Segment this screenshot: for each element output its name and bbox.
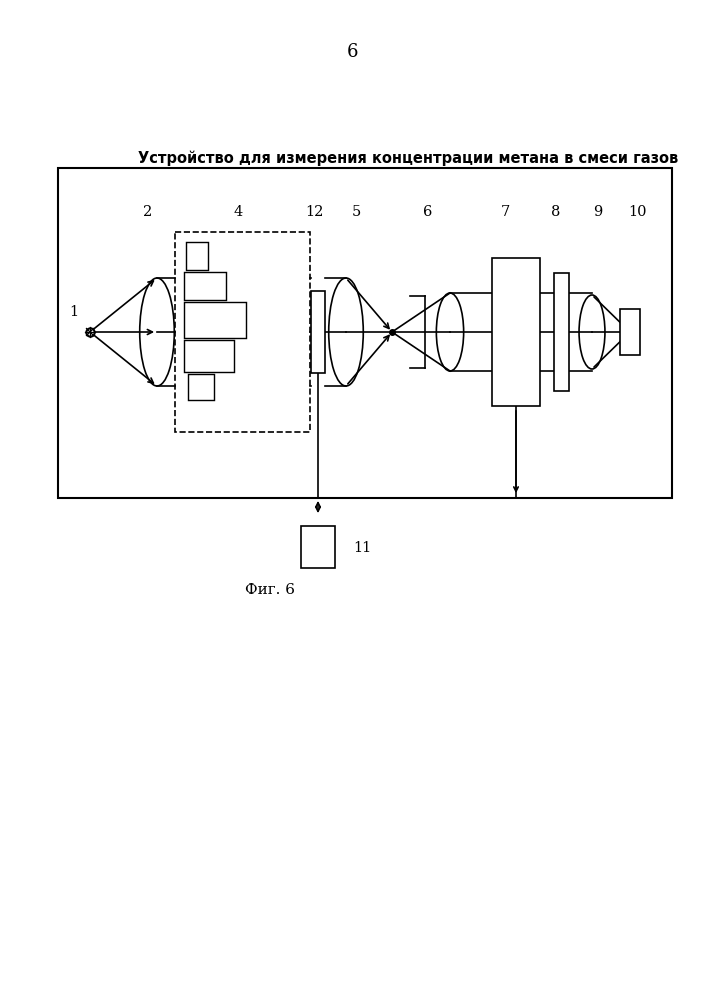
- Text: 10: 10: [629, 205, 647, 219]
- Bar: [554, 273, 569, 391]
- Text: 6: 6: [347, 43, 358, 61]
- Text: 11: 11: [353, 541, 371, 555]
- Bar: [620, 309, 640, 355]
- Text: 12: 12: [305, 205, 323, 219]
- Bar: [58, 168, 672, 498]
- Bar: [184, 302, 246, 338]
- Bar: [301, 526, 335, 568]
- Text: 6: 6: [423, 205, 433, 219]
- Bar: [492, 258, 540, 406]
- Bar: [175, 232, 310, 432]
- Text: 1: 1: [69, 305, 78, 319]
- Text: 9: 9: [593, 205, 602, 219]
- Bar: [186, 242, 208, 270]
- Text: 7: 7: [501, 205, 510, 219]
- Bar: [188, 374, 214, 400]
- Bar: [311, 291, 325, 373]
- Text: 4: 4: [233, 205, 243, 219]
- Text: 8: 8: [551, 205, 561, 219]
- Text: 5: 5: [351, 205, 361, 219]
- Text: 2: 2: [144, 205, 153, 219]
- Bar: [184, 340, 234, 372]
- Text: Устройство для измерения концентрации метана в смеси газов: Устройство для измерения концентрации ме…: [138, 150, 678, 166]
- Text: Фиг. 6: Фиг. 6: [245, 583, 295, 597]
- Bar: [184, 272, 226, 300]
